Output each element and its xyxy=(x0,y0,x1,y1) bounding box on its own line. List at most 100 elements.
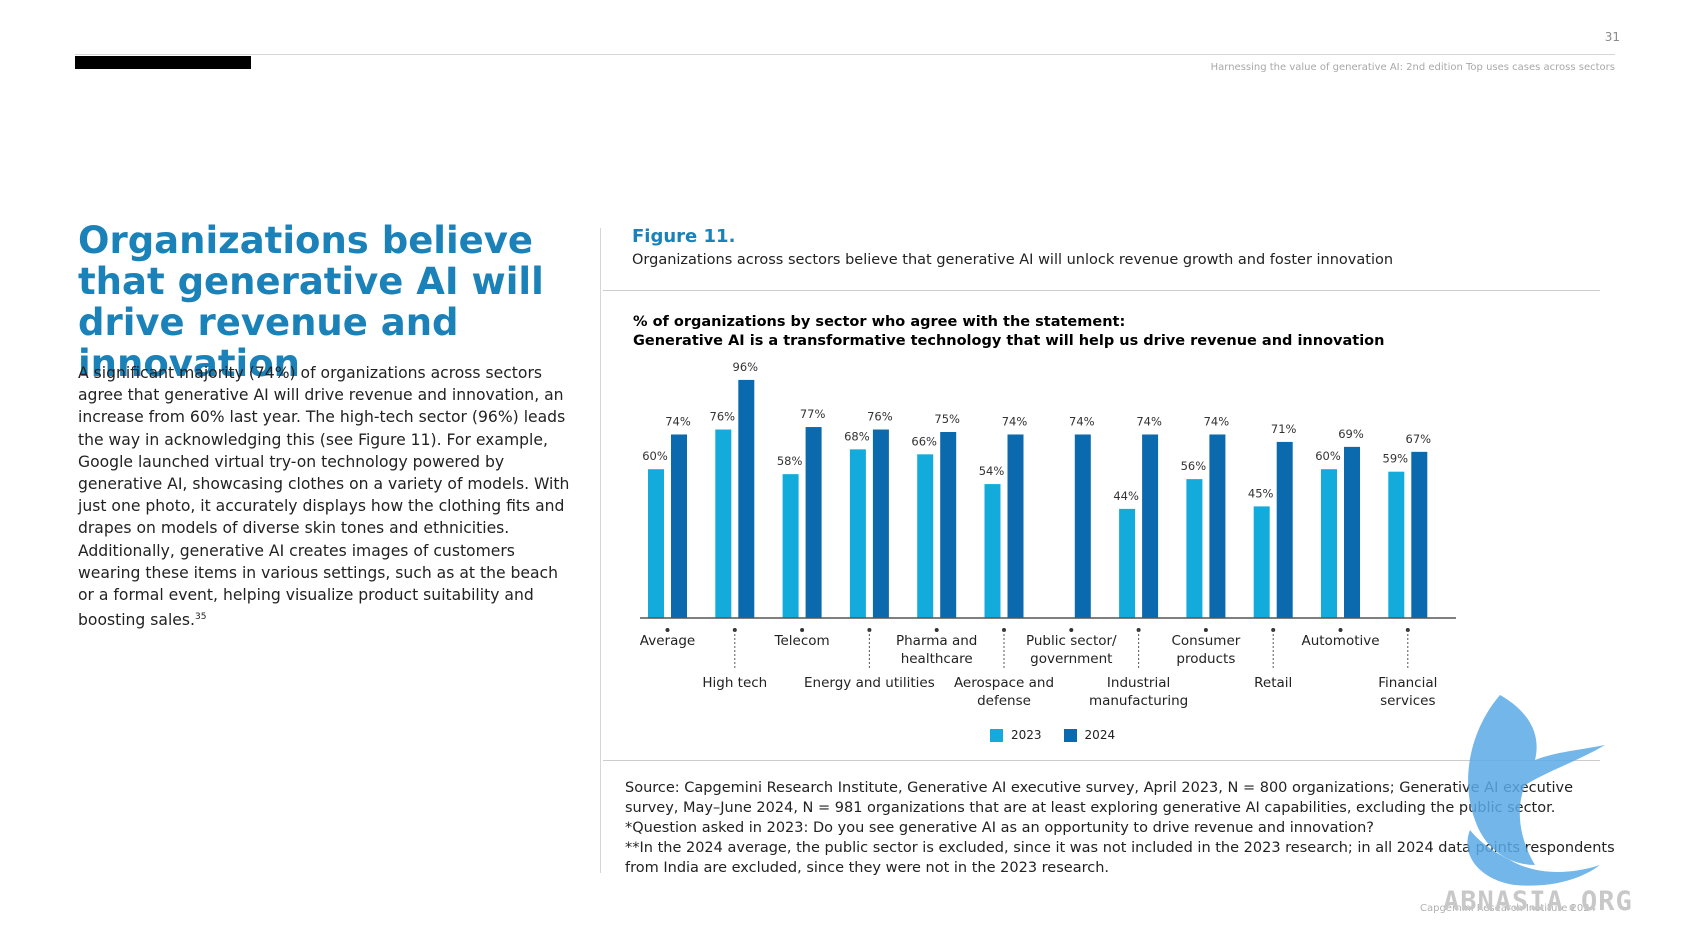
top-accent-bar xyxy=(75,56,251,69)
body-text: A significant majority (74%) of organiza… xyxy=(78,364,570,630)
bar-2023-9 xyxy=(1253,506,1270,618)
tick-dot-0 xyxy=(665,628,670,632)
bar-2023-8 xyxy=(1186,479,1203,618)
data-label-2024-2: 77% xyxy=(800,407,826,421)
tick-dot-10 xyxy=(1338,628,1343,632)
bar-2024-4 xyxy=(940,432,957,618)
data-label-2023-1: 76% xyxy=(710,410,736,424)
category-label-line2-5: defense xyxy=(977,693,1031,709)
bar-2023-1 xyxy=(715,429,732,618)
legend-swatch-2023 xyxy=(990,728,1003,742)
column-divider xyxy=(600,228,601,873)
category-label-0: Average xyxy=(640,633,695,649)
data-label-2024-8: 74% xyxy=(1204,414,1230,428)
page-number: 31 xyxy=(1604,30,1620,44)
bar-2023-3 xyxy=(849,449,866,618)
average-note: **In the 2024 average, the public sector… xyxy=(625,840,1615,876)
bar-2024-1 xyxy=(738,379,755,618)
chart-heading-line1: % of organizations by sector who agree w… xyxy=(633,314,1126,330)
data-label-2024-10: 69% xyxy=(1338,427,1364,441)
watermark-logo xyxy=(1467,695,1605,886)
bar-2024-8 xyxy=(1209,434,1226,618)
data-label-2024-6: 74% xyxy=(1069,414,1095,428)
data-label-2023-8: 56% xyxy=(1181,459,1207,473)
category-label-5: Aerospace and xyxy=(954,675,1054,691)
category-label-1: High tech xyxy=(702,675,767,691)
body-paragraph: A significant majority (74%) of organiza… xyxy=(78,362,578,632)
chart-heading: % of organizations by sector who agree w… xyxy=(633,313,1384,351)
top-rule xyxy=(75,54,1615,55)
legend-swatch-2024 xyxy=(1063,728,1077,742)
data-label-2024-4: 75% xyxy=(934,412,960,426)
category-label-line2-11: services xyxy=(1380,693,1435,709)
tick-dot-2 xyxy=(800,628,805,632)
figure-rule xyxy=(603,290,1600,291)
data-label-2024-1: 96% xyxy=(733,360,759,374)
bar-2024-0 xyxy=(671,434,687,618)
legend-label-2024: 2024 xyxy=(1084,728,1116,742)
category-label-6: Public sector/ xyxy=(1026,633,1117,649)
bar-2024-7 xyxy=(1142,434,1159,618)
bar-2024-2 xyxy=(805,427,822,618)
category-label-line2-6: government xyxy=(1030,651,1112,667)
footnote-ref: 35 xyxy=(194,612,207,623)
figure-caption: Organizations across sectors believe tha… xyxy=(632,252,1394,268)
data-label-2024-9: 71% xyxy=(1271,422,1297,436)
source-note: Source: Capgemini Research Institute, Ge… xyxy=(625,780,1574,816)
figure-label: Figure 11. xyxy=(632,226,736,247)
bar-2024-6 xyxy=(1074,434,1091,618)
data-label-2024-0: 74% xyxy=(665,414,691,428)
data-label-2024-3: 76% xyxy=(867,410,893,424)
category-label-line2-7: manufacturing xyxy=(1089,693,1188,709)
bar-2023-10 xyxy=(1321,469,1337,618)
tick-dot-6 xyxy=(1069,628,1074,632)
category-label-10: Automotive xyxy=(1301,633,1379,649)
category-label-4: Pharma and xyxy=(896,633,977,649)
bar-2024-11 xyxy=(1411,451,1428,618)
category-label-9: Retail xyxy=(1254,675,1292,691)
legend-item-2023: 2023 xyxy=(990,728,1042,742)
bar-2024-9 xyxy=(1276,441,1293,618)
tick-dot-8 xyxy=(1203,628,1208,632)
data-label-2023-0: 60% xyxy=(642,449,668,463)
category-label-8: Consumer xyxy=(1171,633,1240,649)
data-label-2023-5: 54% xyxy=(979,464,1005,478)
footer-copyright: Capgemini Research Institute 2024 xyxy=(1420,903,1596,914)
data-label-2023-7: 44% xyxy=(1113,489,1139,503)
data-label-2023-4: 66% xyxy=(911,434,937,448)
source-notes: Source: Capgemini Research Institute, Ge… xyxy=(625,778,1625,878)
bar-2024-5 xyxy=(1007,434,1024,618)
question-note: *Question asked in 2023: Do you see gene… xyxy=(625,820,1374,836)
bar-2023-2 xyxy=(782,474,799,618)
page-headline: Organizations believe that generative AI… xyxy=(78,219,544,385)
category-label-line2-4: healthcare xyxy=(901,651,973,667)
data-label-2024-5: 74% xyxy=(1002,414,1028,428)
running-title: Harnessing the value of generative AI: 2… xyxy=(1210,62,1615,73)
bar-2023-4 xyxy=(917,454,934,618)
figure-bottom-rule xyxy=(603,760,1600,761)
data-label-2023-2: 58% xyxy=(777,454,803,468)
bar-2023-7 xyxy=(1119,508,1136,618)
tick-dot-4 xyxy=(934,628,939,632)
bar-2024-10 xyxy=(1344,446,1360,618)
legend-item-2024: 2024 xyxy=(1063,728,1116,742)
category-label-7: Industrial xyxy=(1107,675,1170,691)
category-label-line2-8: products xyxy=(1176,651,1235,667)
watermark-text: ABNASIA.ORG xyxy=(1443,886,1633,917)
data-label-2023-3: 68% xyxy=(844,429,870,443)
bar-2023-0 xyxy=(648,469,664,618)
chart-legend: 2023 2024 xyxy=(990,728,1137,742)
data-label-2023-10: 60% xyxy=(1315,449,1341,463)
data-label-2024-11: 67% xyxy=(1406,432,1432,446)
category-label-11: Financial xyxy=(1378,675,1437,691)
chart-heading-line2: Generative AI is a transformative techno… xyxy=(633,333,1385,349)
bar-2023-5 xyxy=(984,484,1001,618)
data-label-2024-7: 74% xyxy=(1136,414,1162,428)
bar-2024-3 xyxy=(872,429,889,618)
legend-label-2023: 2023 xyxy=(1011,728,1042,742)
category-label-3: Energy and utilities xyxy=(804,675,935,691)
data-label-2023-9: 45% xyxy=(1248,486,1274,500)
bar-2023-11 xyxy=(1388,471,1405,618)
data-label-2023-11: 59% xyxy=(1383,452,1409,466)
